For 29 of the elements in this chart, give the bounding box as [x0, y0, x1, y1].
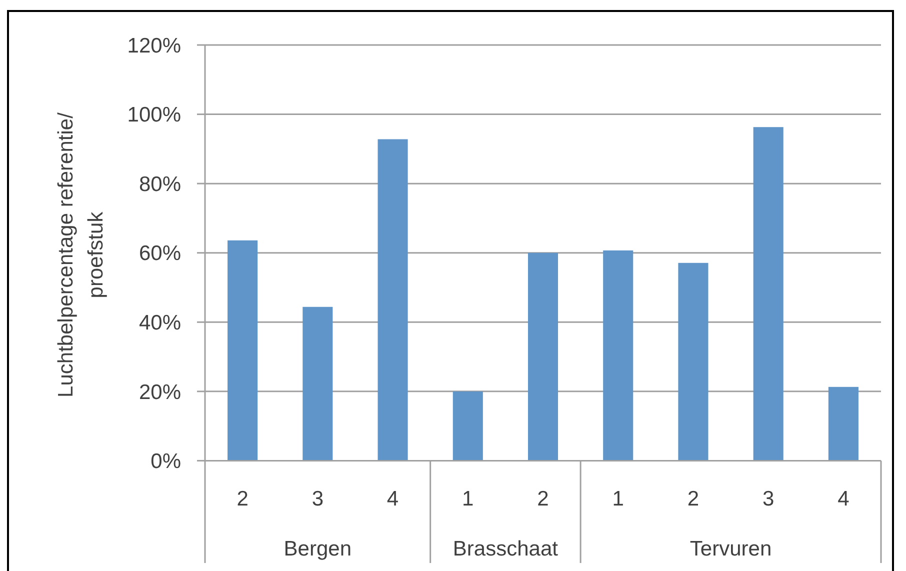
- bar: [828, 386, 858, 461]
- bar: [528, 252, 558, 461]
- x-tick-label: 1: [462, 487, 474, 510]
- x-tick-label: 1: [612, 487, 624, 510]
- bar: [452, 391, 483, 461]
- y-axis-title: Luchtbelpercentage referentie/ proefstuk: [54, 112, 108, 398]
- y-tick-label: 40%: [138, 311, 181, 334]
- bar: [603, 250, 634, 461]
- x-tick-label: 4: [838, 487, 850, 510]
- y-tick-label: 60%: [138, 242, 181, 266]
- bar: [228, 240, 258, 461]
- bar: [378, 139, 408, 461]
- x-tick-label: 3: [762, 487, 774, 510]
- bar: [678, 262, 708, 461]
- bar: [302, 306, 333, 461]
- text: Tervuren: [690, 537, 772, 560]
- y-tick-label: 20%: [138, 380, 181, 404]
- x-tick-label: 2: [687, 487, 700, 510]
- x-tick-label: 2: [236, 487, 248, 510]
- text: Brasschaat: [452, 537, 558, 560]
- bar: [753, 127, 784, 461]
- y-tick-label: 100%: [127, 104, 181, 127]
- x-tick-label: 3: [312, 487, 324, 510]
- text: Bergen: [284, 537, 352, 560]
- x-tick-label: 4: [386, 487, 399, 510]
- y-tick-label: 0%: [150, 450, 181, 474]
- y-tick-label: 120%: [127, 34, 181, 58]
- y-tick-label: 80%: [138, 172, 181, 196]
- x-tick-label: 2: [537, 487, 549, 510]
